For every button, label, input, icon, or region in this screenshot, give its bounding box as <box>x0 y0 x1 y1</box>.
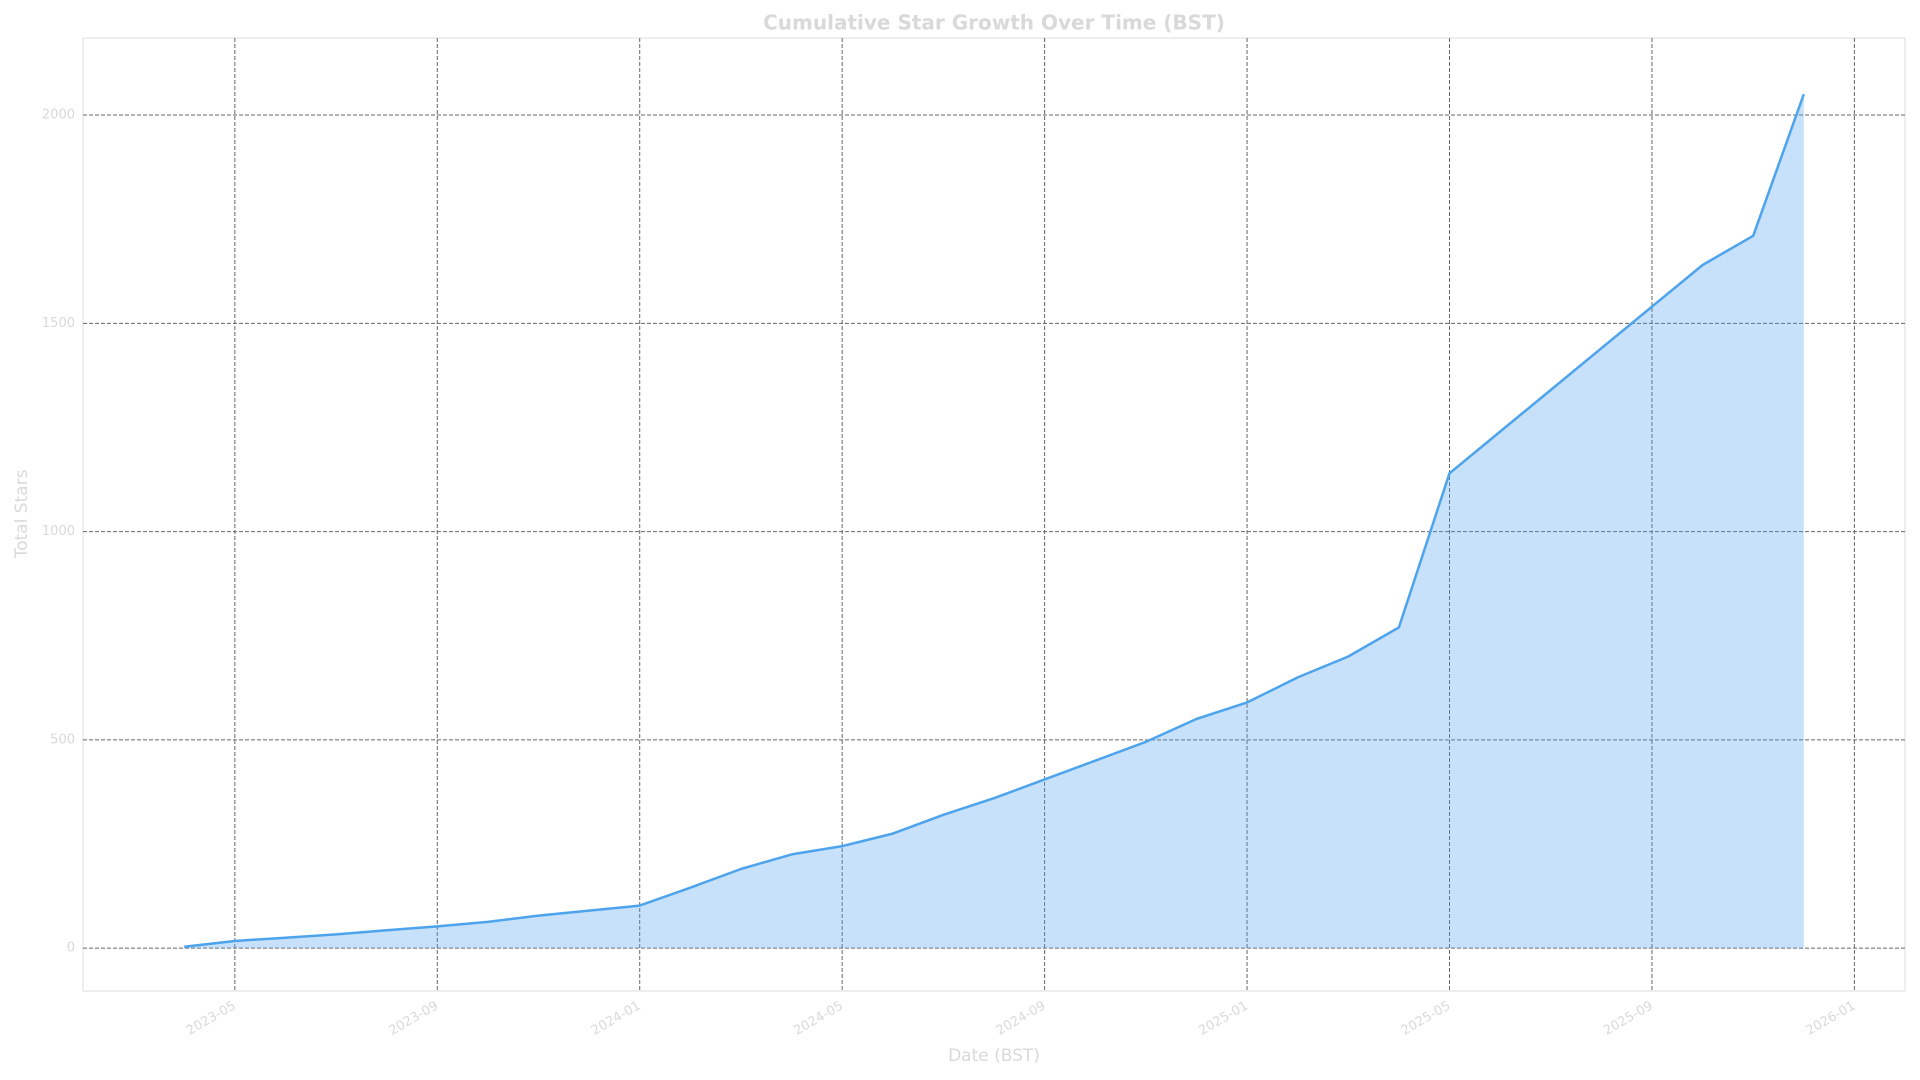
y-axis-title: Total Stars <box>12 469 32 559</box>
chart-title: Cumulative Star Growth Over Time (BST) <box>763 11 1225 35</box>
x-tick-label: 2026-01 <box>1804 999 1859 1039</box>
x-tick-label: 2023-05 <box>184 999 239 1039</box>
y-tick-label: 1500 <box>42 316 75 331</box>
x-tick-label: 2023-09 <box>386 999 441 1039</box>
y-tick-label: 0 <box>67 941 75 956</box>
x-tick-label: 2024-01 <box>589 999 644 1039</box>
x-tick-label: 2025-09 <box>1601 999 1656 1039</box>
x-tick-label: 2024-09 <box>994 999 1049 1039</box>
y-tick-label: 1000 <box>42 524 75 539</box>
x-tick-label: 2024-05 <box>791 999 846 1039</box>
x-tick-label: 2025-05 <box>1399 999 1454 1039</box>
y-tick-label: 500 <box>50 732 75 747</box>
y-tick-label: 2000 <box>42 108 75 123</box>
area-fill <box>184 94 1804 949</box>
plot-frame <box>82 37 1906 992</box>
x-axis-title: Date (BST) <box>948 1046 1040 1066</box>
line <box>184 93 1805 949</box>
x-tick-label: 2025-01 <box>1196 999 1251 1039</box>
